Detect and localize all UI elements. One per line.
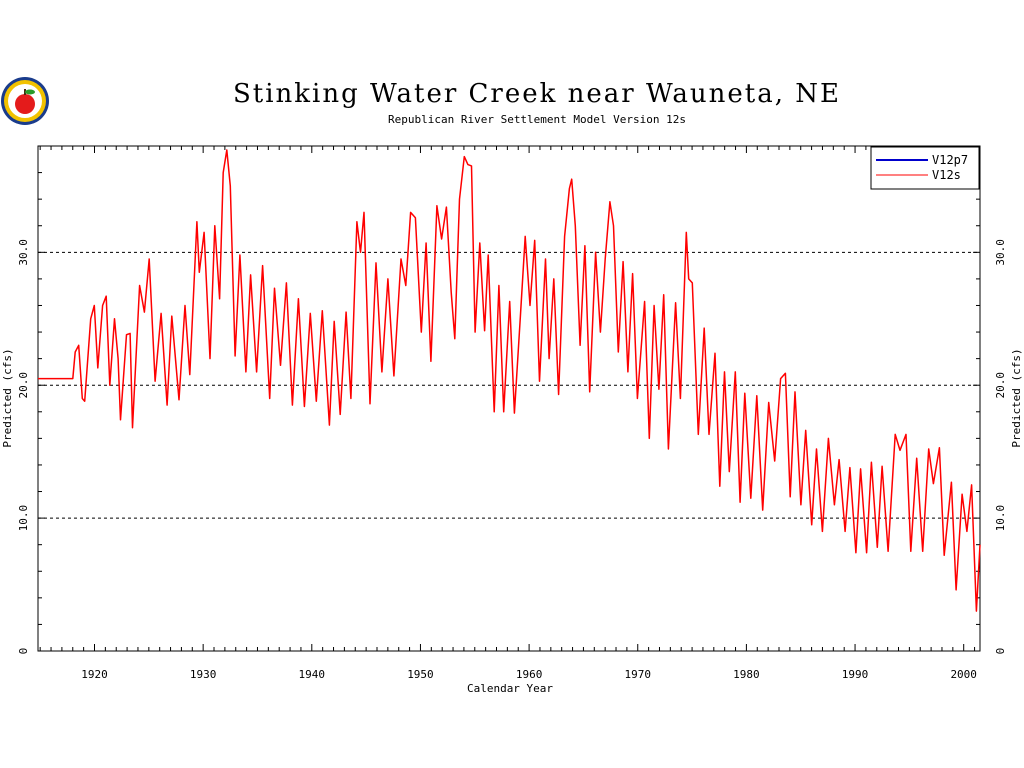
y-axis-label: Predicted (cfs) (1, 348, 14, 447)
x-tick-label: 1990 (842, 668, 869, 681)
y-tick-label-left: 30.0 (17, 239, 30, 266)
x-tick-label: 1930 (190, 668, 217, 681)
y-tick-label-left: 20.0 (17, 372, 30, 399)
y-tick-label-left: 0 (17, 648, 30, 655)
y-axis-ticks: 0 0 10.0 10.0 20.0 20.0 30.0 30.0 (17, 145, 1007, 655)
legend: V12p7 V12s (870, 146, 980, 190)
x-tick-label: 1980 (733, 668, 760, 681)
x-tick-label: 1920 (81, 668, 108, 681)
y-tick-label-right: 0 (994, 648, 1007, 655)
x-axis-label: Calendar Year (467, 682, 553, 695)
x-tick-label: 1960 (516, 668, 543, 681)
x-tick-label: 1970 (625, 668, 652, 681)
legend-label-v12p7: V12p7 (932, 153, 968, 167)
chart-title: Stinking Water Creek near Wauneta, NE (233, 79, 841, 109)
x-tick-label: 1940 (299, 668, 326, 681)
chart-subtitle: Republican River Settlement Model Versio… (388, 113, 686, 126)
y-tick-label-right: 30.0 (994, 239, 1007, 266)
y-tick-label-right: 10.0 (994, 505, 1007, 532)
series-line-v12s (38, 149, 981, 612)
x-tick-label: 1950 (407, 668, 434, 681)
y2-axis-label: Predicted (cfs) (1010, 348, 1023, 447)
series-layer (38, 149, 981, 612)
legend-label-v12s: V12s (932, 168, 961, 182)
x-axis-ticks: 1920 1930 1940 1950 1960 1970 1980 1990 2000 (39, 146, 977, 681)
x-tick-label: 2000 (950, 668, 977, 681)
plot-frame (37, 145, 981, 652)
legend-box (870, 146, 980, 190)
agency-seal-logo (1, 77, 49, 125)
y-tick-label-left: 10.0 (17, 505, 30, 532)
y-tick-label-right: 20.0 (994, 372, 1007, 399)
